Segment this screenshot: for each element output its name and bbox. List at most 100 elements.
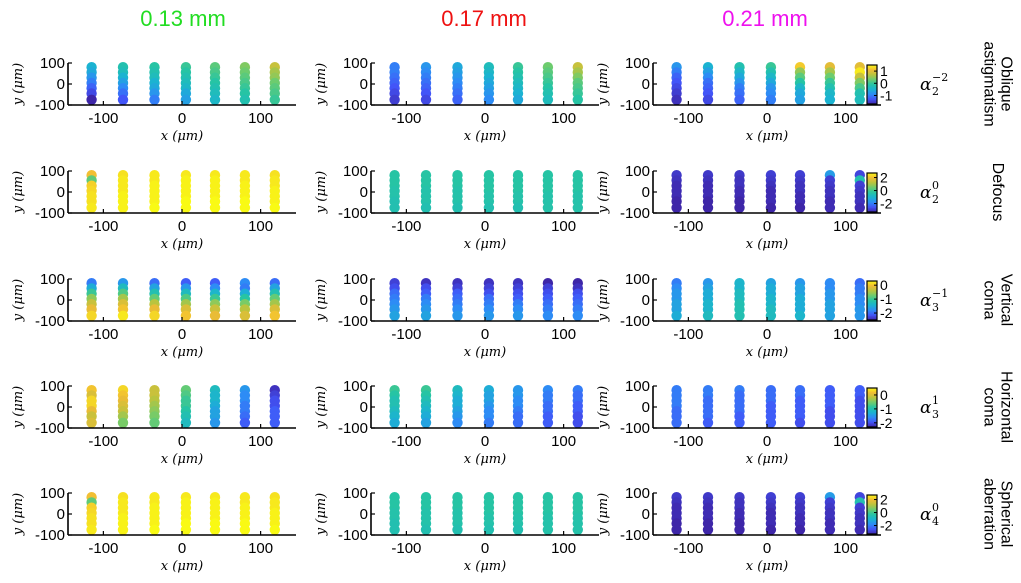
y-tick-label: 100 [343, 163, 368, 180]
row-label-line: Horizontal [998, 371, 1015, 443]
x-tick-label: -100 [391, 218, 421, 235]
data-point [572, 94, 583, 106]
data-point [389, 310, 400, 321]
data-point [149, 310, 160, 321]
colorbar-segment [867, 531, 877, 534]
y-axis-label: y (μm) [596, 493, 611, 536]
row-label: Defocus [989, 163, 1006, 222]
colorbar-segment [867, 505, 877, 508]
colorbar-segment [867, 421, 877, 424]
colorbar-segment [867, 74, 877, 76]
data-point [824, 524, 836, 535]
colorbar-segment [867, 495, 877, 497]
data-point [702, 524, 714, 535]
scatter-panel: 100 0 -100 -100 0 100 x (μm) y (μm) [596, 378, 881, 467]
x-tick-label: -100 [88, 218, 118, 235]
column-title: 0.21 mm [722, 6, 808, 31]
colorbar-segment [867, 201, 877, 204]
data-point [765, 202, 777, 213]
colorbar-tick-label: -2 [880, 415, 893, 431]
colorbar-segment [867, 388, 877, 390]
y-tick-label: 0 [642, 506, 650, 523]
x-tick-label: 0 [481, 433, 489, 450]
colorbar: 20-2 [866, 170, 893, 213]
data-point [117, 310, 129, 321]
colorbar-segment [867, 189, 877, 192]
y-axis-label: y (μm) [596, 279, 611, 322]
x-tick-label: -100 [673, 540, 703, 557]
data-point [854, 417, 865, 428]
x-tick-label: 100 [551, 218, 576, 235]
row-label: Horizontalcoma [981, 371, 1015, 443]
colorbar-segment [867, 286, 877, 288]
data-point [765, 524, 777, 535]
colorbar-segment [867, 94, 877, 97]
data-point [86, 202, 97, 213]
data-point [702, 417, 714, 428]
colorbar-segment [867, 410, 877, 412]
data-point [512, 417, 524, 428]
data-point [824, 310, 836, 321]
colorbar-tick-label: -1 [880, 87, 893, 103]
y-tick-label: 100 [625, 55, 650, 72]
colorbar-segment [867, 398, 877, 401]
x-tick-label: 100 [833, 218, 858, 235]
row-label-line: aberration [981, 478, 998, 550]
colorbar-tick-label: -2 [880, 305, 893, 321]
colorbar-segment [867, 202, 877, 205]
colorbar-segment [867, 173, 877, 175]
colorbar-segment [867, 290, 877, 292]
data-point [180, 202, 192, 213]
coefficient-superscript: −1 [932, 287, 948, 300]
colorbar-segment [867, 204, 877, 206]
data-point [209, 417, 221, 428]
colorbar-frame [866, 280, 878, 321]
y-tick-label: -100 [620, 205, 650, 222]
x-axis-label: x (μm) [464, 129, 506, 144]
data-point [734, 417, 745, 428]
y-tick-label: -100 [338, 205, 368, 222]
data-point [483, 202, 495, 213]
colorbar-segment [867, 412, 877, 415]
data-point [671, 524, 682, 535]
data-point [854, 94, 865, 106]
colorbar-segment [867, 87, 877, 89]
row-label-line: Vertical [998, 274, 1015, 326]
colorbar-segment [867, 186, 877, 188]
y-tick-label: -100 [35, 97, 65, 114]
x-tick-label: 100 [833, 540, 858, 557]
data-point [542, 202, 554, 213]
scatter-panel: 100 0 -100 -100 0 100 x (μm) y (μm) [314, 163, 599, 252]
coefficient-symbol: α [920, 505, 932, 525]
colorbar-segment [867, 304, 877, 307]
colorbar-segment [867, 303, 877, 305]
colorbar-segment [867, 178, 877, 180]
y-tick-label: 0 [360, 399, 368, 416]
x-tick-label: 100 [551, 433, 576, 450]
y-tick-label: -100 [35, 313, 65, 330]
y-tick-label: -100 [338, 97, 368, 114]
data-point [734, 202, 745, 213]
colorbar-segment [867, 393, 877, 395]
scatter-panel: 100 0 -100 -100 0 100 x (μm) y (μm) [314, 55, 599, 144]
data-point [117, 202, 129, 213]
colorbar-segment [867, 296, 877, 299]
colorbar-segment [867, 519, 877, 522]
data-point [86, 94, 97, 106]
colorbar-segment [867, 294, 877, 296]
colorbar-segment [867, 397, 877, 399]
colorbar-segment [867, 417, 877, 420]
colorbar-frame [866, 494, 878, 535]
data-point [572, 417, 583, 428]
data-point [854, 202, 865, 213]
colorbar-segment [867, 527, 877, 530]
scatter-panel: 100 0 -100 -100 0 100 x (μm) y (μm) [596, 55, 881, 144]
colorbar: 0-1-2 [866, 277, 893, 321]
colorbar-segment [867, 281, 877, 283]
colorbar-segment [867, 408, 877, 411]
data-point [452, 417, 463, 428]
y-axis-label: y (μm) [314, 279, 329, 322]
coefficient-subscript: 4 [932, 515, 939, 528]
data-point [572, 202, 583, 213]
